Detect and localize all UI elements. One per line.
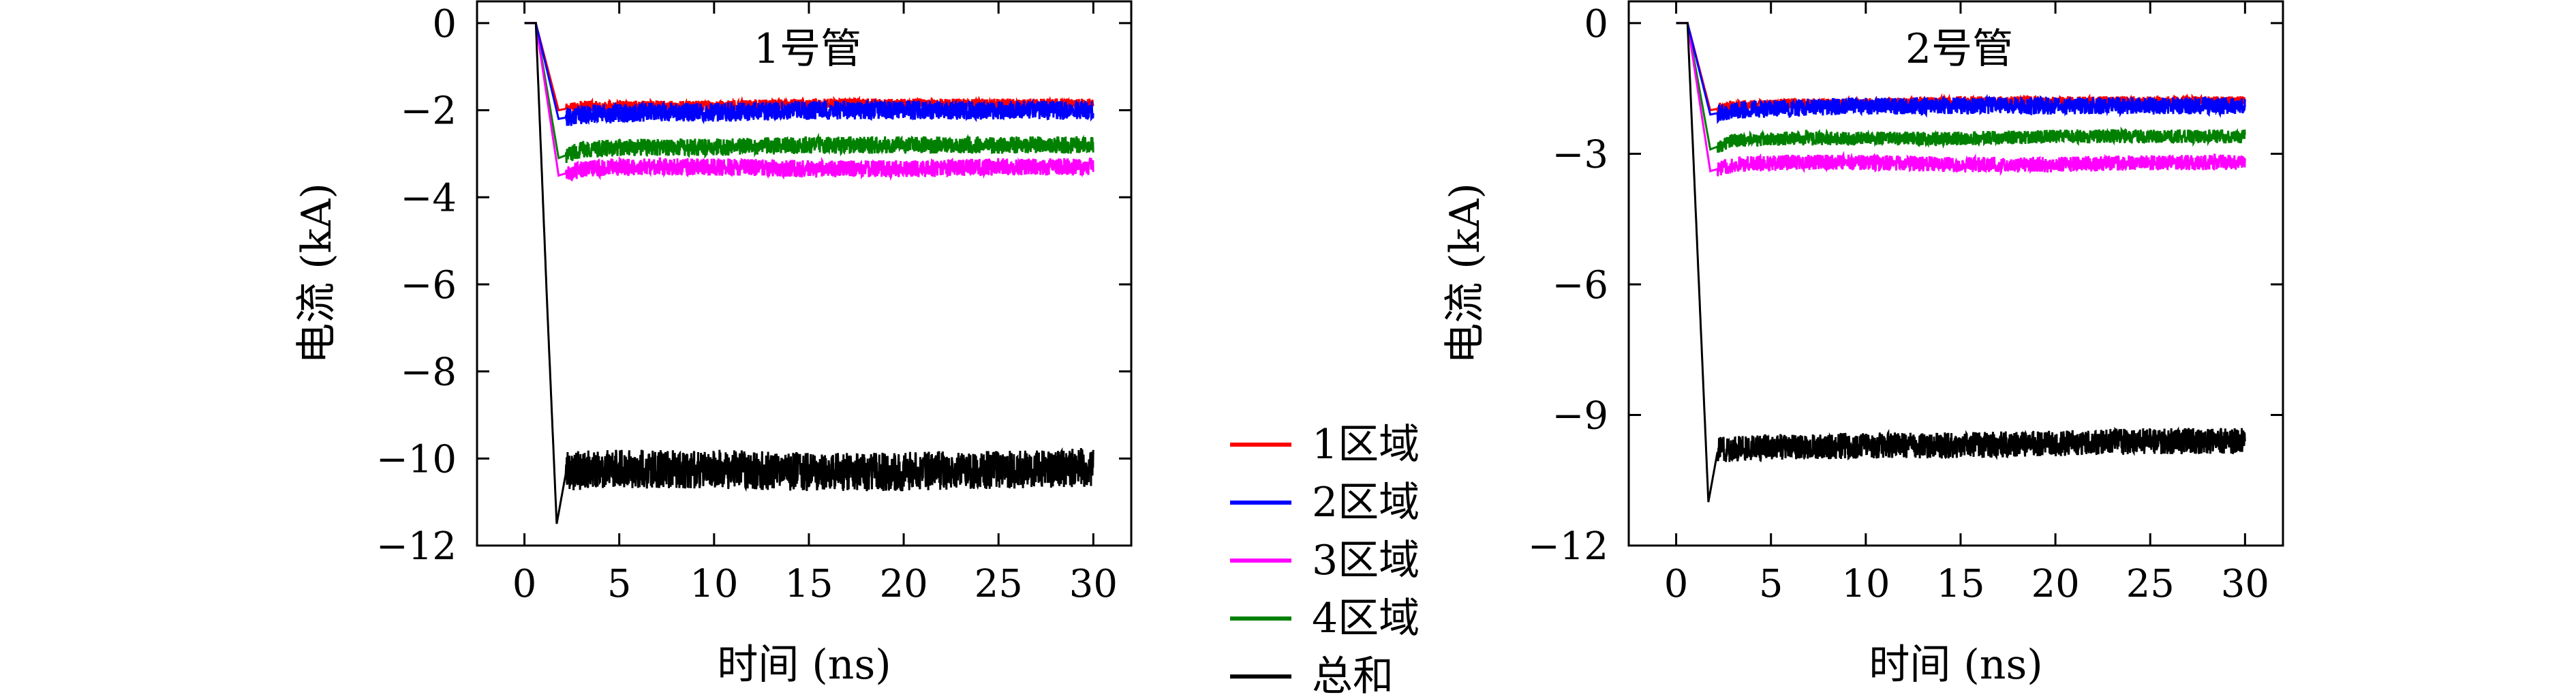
series-line-3	[524, 22, 1094, 182]
legend-label-4: 4区域	[1312, 595, 1420, 642]
chart-panel-tube-2: 0 5 10 15 20 25 30 0 −3 −6 −9 −12 时间 (ns) 电流 (kA) 2号管	[1441, 0, 2284, 689]
x-tick-label: 30	[1069, 562, 1118, 606]
x-tick-label: 25	[975, 562, 1023, 606]
x-tick-label: 10	[690, 562, 738, 606]
series-line-2	[1676, 22, 2246, 125]
series-line-5	[524, 22, 1094, 524]
x-axis-title: 时间 (ns)	[1869, 641, 2042, 689]
y-axis-title: 电流 (kA)	[1441, 183, 1489, 364]
series-line-2	[524, 22, 1094, 126]
x-tick-label: 20	[2031, 562, 2079, 606]
y-tick-label: −6	[400, 263, 457, 308]
y-axis-title: 电流 (kA)	[293, 183, 341, 364]
y-tick-label: −6	[1552, 263, 1608, 308]
y-tick-label: −9	[1552, 393, 1608, 438]
legend: 1区域 2区域 3区域 4区域 总和	[1230, 421, 1420, 699]
y-tick-label: −2	[400, 89, 457, 134]
x-tick-label: 5	[607, 562, 632, 606]
x-tick-label: 0	[512, 562, 537, 606]
y-tick-label: −12	[376, 524, 457, 569]
panel-title: 2号管	[1905, 25, 2013, 73]
y-tick-label: 0	[432, 2, 457, 46]
y-tick-label: −4	[400, 176, 457, 220]
plot-frame	[476, 0, 1133, 547]
y-tick-label: −3	[1552, 132, 1608, 177]
y-tick-label: −10	[376, 437, 457, 481]
legend-label-5: 总和	[1312, 653, 1394, 699]
x-axis-title: 时间 (ns)	[717, 641, 891, 689]
x-tick-label: 0	[1664, 562, 1689, 606]
series-line-5	[1676, 22, 2246, 503]
chart-panel-tube-1: 0 5 10 15 20 25 30 0 −2 −4 −6 −8 −10 −12 时间 (ns) 电流 (kA…	[293, 0, 1133, 689]
legend-label-2: 2区域	[1312, 479, 1420, 526]
plot-frame	[1627, 0, 2284, 547]
y-tick-label: 0	[1584, 2, 1608, 46]
x-tick-label: 20	[879, 562, 927, 606]
x-tick-label: 15	[784, 562, 833, 606]
y-tick-label: −8	[400, 351, 457, 395]
x-tick-label: 15	[1936, 562, 1984, 606]
series-line-4	[1676, 22, 2246, 153]
legend-label-1: 1区域	[1312, 421, 1420, 469]
y-tick-label: −12	[1528, 524, 1608, 569]
x-tick-label: 30	[2221, 562, 2269, 606]
x-tick-label: 25	[2126, 562, 2175, 606]
legend-label-3: 3区域	[1312, 537, 1420, 584]
x-tick-label: 10	[1841, 562, 1890, 606]
x-tick-label: 5	[1759, 562, 1783, 606]
series-line-3	[1676, 22, 2246, 177]
panel-title: 1号管	[754, 25, 861, 73]
series-line-4	[524, 22, 1094, 163]
